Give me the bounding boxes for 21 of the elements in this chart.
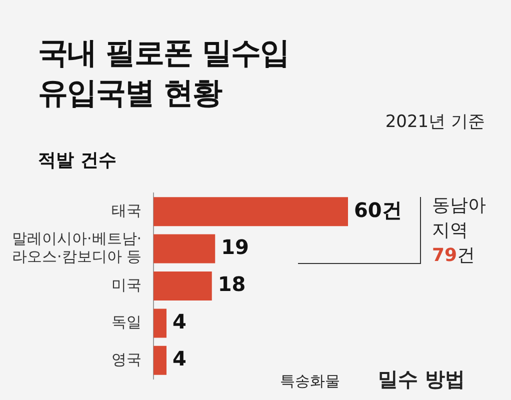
- y-tick-label: 미국: [112, 276, 142, 294]
- text: 2021년 기준: [385, 111, 485, 133]
- bar: [154, 197, 348, 226]
- data-label: 19: [221, 235, 249, 260]
- bar: [154, 308, 166, 338]
- y-tick-label: 말레이시아·베트남·라오스·캄보디아 등: [12, 230, 142, 266]
- chart-subtitle: 적발 건수: [38, 149, 116, 172]
- bar: [154, 346, 166, 375]
- y-tick-label: 태국: [112, 201, 142, 220]
- data-label: 4: [172, 346, 186, 371]
- y-tick-label: 영국: [112, 350, 142, 368]
- data-label: 60건: [354, 198, 402, 222]
- data-label: 18: [218, 272, 246, 296]
- annotation: 특송화물: [280, 372, 340, 391]
- y-tick-label: 독일: [112, 313, 142, 332]
- chart-title: 국내 필로폰 밀수입 유입국별 현황: [38, 35, 290, 113]
- bar: [154, 234, 216, 264]
- text: 동남아 지역 79건: [432, 195, 486, 266]
- bar: [154, 271, 212, 301]
- data-label: 4: [172, 309, 186, 334]
- text: 밀수 방법: [378, 366, 465, 393]
